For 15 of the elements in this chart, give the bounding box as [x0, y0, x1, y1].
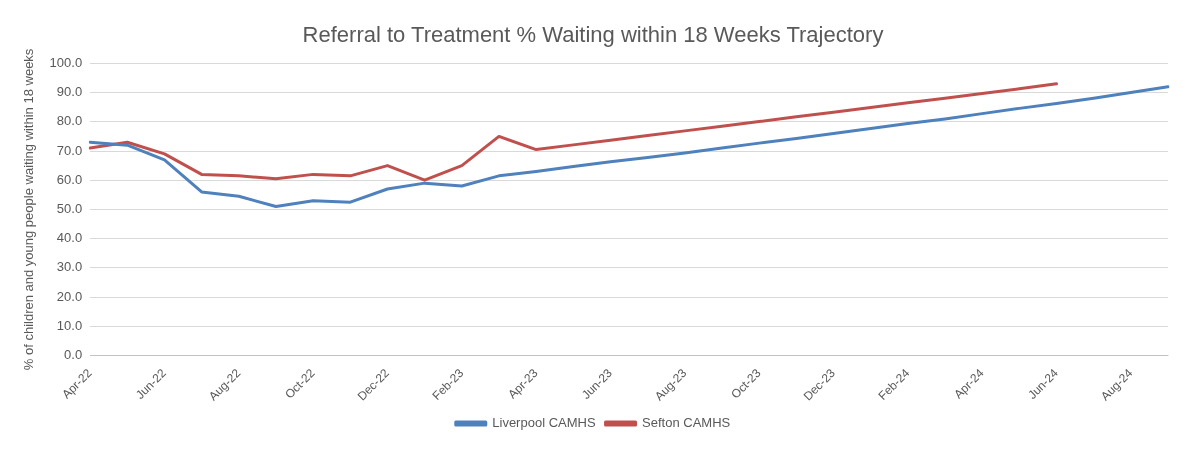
legend-label: Liverpool CAMHS — [492, 415, 596, 431]
chart-title: Referral to Treatment % Waiting within 18 Weeks Trajectory — [302, 22, 884, 48]
y-tick-label: 40.0 — [56, 230, 83, 246]
y-tick-label: 100.0 — [49, 54, 83, 70]
y-tick-label: 10.0 — [56, 317, 83, 333]
y-tick-label: 80.0 — [56, 113, 83, 129]
y-tick-label: 70.0 — [56, 142, 83, 158]
y-tick-label: 20.0 — [56, 288, 83, 304]
y-tick-label: 60.0 — [56, 171, 83, 187]
y-tick-label: 90.0 — [56, 84, 83, 100]
y-tick-label: 0.0 — [64, 347, 83, 363]
y-axis-title: % of children and young people waiting within 18 weeks — [21, 48, 37, 371]
y-tick-label: 50.0 — [56, 201, 83, 217]
y-tick-label: 30.0 — [56, 259, 83, 275]
legend-label: Sefton CAMHS — [642, 415, 731, 431]
